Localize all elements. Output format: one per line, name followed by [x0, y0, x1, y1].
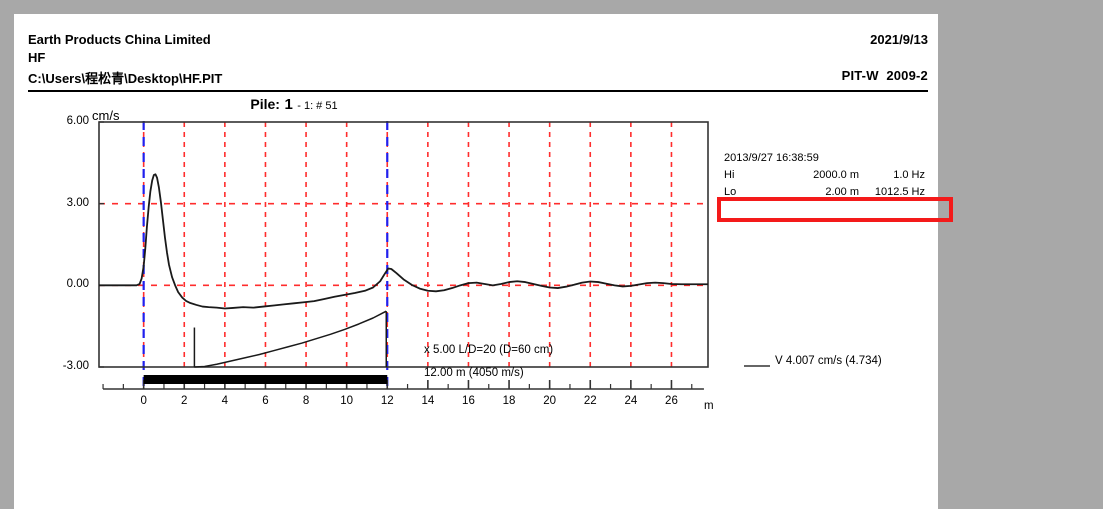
y-tick-label: 6.00 — [66, 115, 89, 127]
report-page: Earth Products China Limited 2021/9/13 H… — [14, 14, 953, 509]
title-suffix: - 1: # 51 — [297, 100, 338, 112]
measurement-timestamp: 2013/9/27 16:38:59 — [724, 152, 819, 164]
filter-info-panel: 2013/9/27 16:38:59 Hi 2000.0 m 1.0 Hz Lo… — [719, 152, 934, 203]
lo-filter-label: Lo — [724, 186, 737, 198]
x-tick-label: 6 — [262, 395, 269, 407]
y-tick-label: 0.00 — [66, 278, 89, 291]
axis-ticks — [99, 121, 704, 390]
x-tick-label: 16 — [462, 395, 475, 407]
x-tick-label: 22 — [583, 395, 597, 407]
lo-row-highlight-box — [717, 197, 953, 222]
velocity-annotation: V 4.007 cm/s (4.734) — [775, 355, 882, 367]
info-timestamp-row: 2013/9/27 16:38:59 — [719, 152, 934, 169]
x-tick-label: 14 — [421, 395, 435, 407]
x-tick-label: 2 — [181, 395, 188, 407]
y-tick-label: 3.00 — [66, 196, 89, 209]
x-tick-label: 12 — [380, 395, 394, 407]
company-name: Earth Products China Limited — [28, 32, 211, 47]
header-divider — [28, 90, 928, 92]
pile-bar — [143, 375, 388, 384]
page-title: Pile: 1 - 1: # 51 — [14, 96, 574, 114]
x-axis-unit: m — [704, 400, 714, 412]
info-row-hi: Hi 2000.0 m 1.0 Hz — [719, 169, 934, 186]
device-name: PIT-W — [841, 68, 879, 83]
y-tick-label: -3.00 — [62, 360, 89, 372]
x-tick-label: 26 — [665, 395, 678, 407]
lo-filter-length: 2.00 m — [825, 186, 859, 198]
mode-label: HF — [28, 50, 46, 65]
depth-annotation: 12.00 m (4050 m/s) — [424, 367, 524, 379]
x-tick-label: 0 — [140, 395, 147, 407]
info-row-lo[interactable]: Lo 2.00 m 1012.5 Hz — [719, 186, 934, 203]
x-tick-label: 10 — [340, 395, 354, 407]
title-pile-number: 1 — [284, 96, 293, 113]
hi-filter-label: Hi — [724, 169, 735, 181]
x-tick-label: 20 — [543, 395, 557, 407]
pit-chart — [14, 14, 938, 509]
x-tick-label: 8 — [302, 395, 310, 407]
x-tick-label: 4 — [221, 395, 229, 407]
x-tick-label: 18 — [502, 395, 516, 407]
hi-filter-length: 2000.0 m — [813, 169, 859, 181]
y-axis-unit: cm/s — [92, 108, 120, 123]
hi-filter-freq: 1.0 Hz — [893, 169, 925, 181]
lo-filter-freq: 1012.5 Hz — [874, 186, 925, 198]
grid-lines — [99, 122, 708, 367]
cursor-lines — [142, 121, 389, 389]
velocity-trace-line — [99, 173, 708, 310]
plot-frame — [98, 121, 709, 368]
title-prefix: Pile: — [250, 96, 280, 112]
software-version: 2009-2 — [886, 68, 928, 83]
report-date: 2021/9/13 — [870, 32, 928, 47]
file-path: C:\Users\程松青\Desktop\HF.PIT — [28, 71, 223, 86]
gain-annotation: x 5.00 L/D=20 (D=60 cm) — [424, 344, 554, 356]
chart-svg — [98, 121, 770, 390]
x-tick-label: 24 — [624, 395, 638, 407]
device-version: PIT-W 2009-2 — [14, 68, 928, 83]
amplification-ramp-line — [193, 310, 387, 368]
